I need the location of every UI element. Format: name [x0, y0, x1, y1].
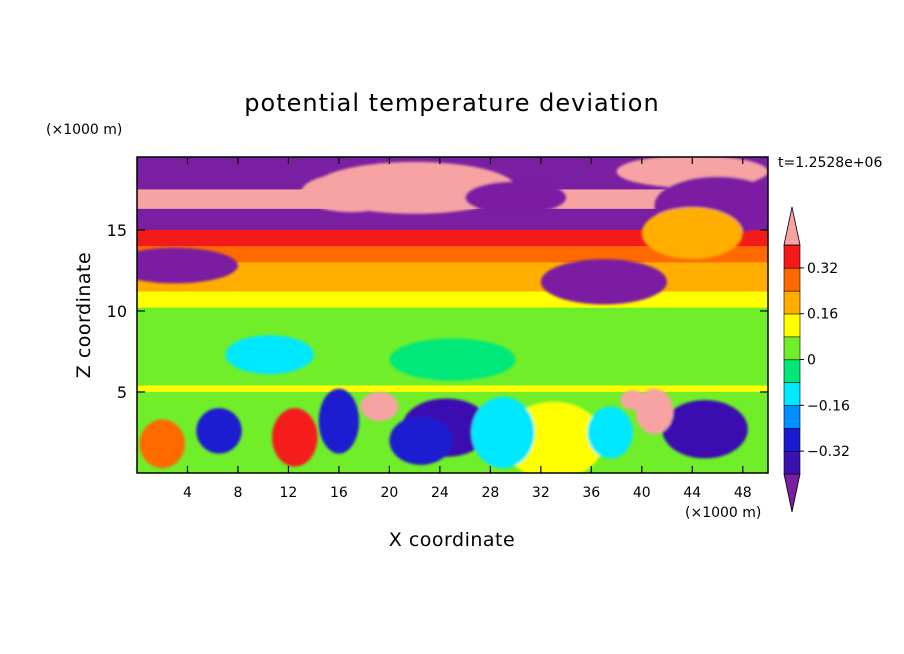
contour-blob: [318, 388, 360, 454]
colorbar-segment: [783, 290, 801, 315]
colorbar: 0.32 0.16 0 −0.16 −0.32: [783, 206, 850, 513]
contour-blob: [389, 416, 453, 465]
contour-blob: [139, 419, 185, 469]
contour-blob: [471, 396, 535, 469]
contour-band: [137, 229, 768, 247]
contour-band: [137, 208, 768, 231]
time-label: t=1.2528e+06: [778, 155, 882, 171]
contour-band: [137, 278, 768, 293]
x-tick-label: 44: [683, 485, 701, 501]
colorbar-segment: [783, 267, 801, 292]
y-tick-label: 10: [107, 302, 127, 321]
contour-blob: [137, 247, 238, 284]
y-axis-label: Z coordinate: [73, 252, 95, 378]
x-unit-label: (×1000 m): [685, 505, 761, 521]
colorbar-extend-high: [783, 206, 801, 246]
x-tick-label: 48: [734, 485, 752, 501]
colorbar-label: −0.16: [807, 398, 850, 414]
colorbar-segment: [783, 450, 801, 475]
colorbar-extend-low: [783, 473, 801, 513]
colorbar-segment: [783, 404, 801, 429]
y-tick-label: 15: [107, 221, 127, 240]
colorbar-segment: [783, 382, 801, 406]
chart-title: potential temperature deviation: [244, 89, 659, 117]
x-tick-label: 32: [532, 485, 550, 501]
y-tick-label: 5: [117, 383, 127, 402]
contour-blob: [196, 408, 242, 454]
x-axis: 4 8 12 16 20 24 28 32 36 40 44 48: [183, 157, 752, 501]
colorbar-segment: [783, 359, 801, 384]
x-tick-label: 28: [481, 485, 499, 501]
colorbar-label: −0.32: [807, 444, 850, 460]
x-tick-label: 8: [233, 485, 242, 501]
contour-blob: [661, 400, 748, 459]
contour-blob: [225, 335, 314, 375]
y-axis: 5 10 15: [107, 221, 768, 402]
contour-blob: [540, 259, 668, 305]
contour-blob: [620, 390, 646, 410]
contour-blob: [301, 173, 403, 213]
x-tick-label: 16: [330, 485, 348, 501]
colorbar-label: 0: [807, 353, 816, 369]
contour-field: [137, 157, 768, 473]
colorbar-segment: [783, 244, 801, 269]
x-tick-label: 20: [380, 485, 398, 501]
plot-frame: [136, 156, 769, 474]
contour-blob: [389, 338, 516, 381]
contour-band: [137, 291, 768, 309]
colorbar-segment: [783, 313, 801, 338]
contour-blob: [465, 181, 567, 214]
contour-band: [137, 307, 768, 328]
x-tick-label: 4: [183, 485, 192, 501]
x-tick-label: 40: [633, 485, 651, 501]
x-tick-label: 12: [280, 485, 298, 501]
x-tick-label: 24: [431, 485, 449, 501]
contour-band: [137, 327, 768, 341]
contour-blob: [360, 391, 399, 422]
contour-band: [137, 385, 768, 393]
contour-band: [137, 246, 768, 263]
contour-blob: [641, 207, 743, 260]
contour-blob: [272, 408, 318, 467]
colorbar-label: 0.16: [807, 307, 838, 323]
y-unit-label: (×1000 m): [46, 122, 122, 138]
colorbar-segment: [783, 336, 801, 361]
colorbar-label: 0.32: [807, 261, 838, 277]
x-axis-label: X coordinate: [389, 529, 515, 551]
contour-blob: [587, 406, 633, 459]
x-tick-label: 36: [582, 485, 600, 501]
colorbar-segment: [783, 427, 801, 452]
